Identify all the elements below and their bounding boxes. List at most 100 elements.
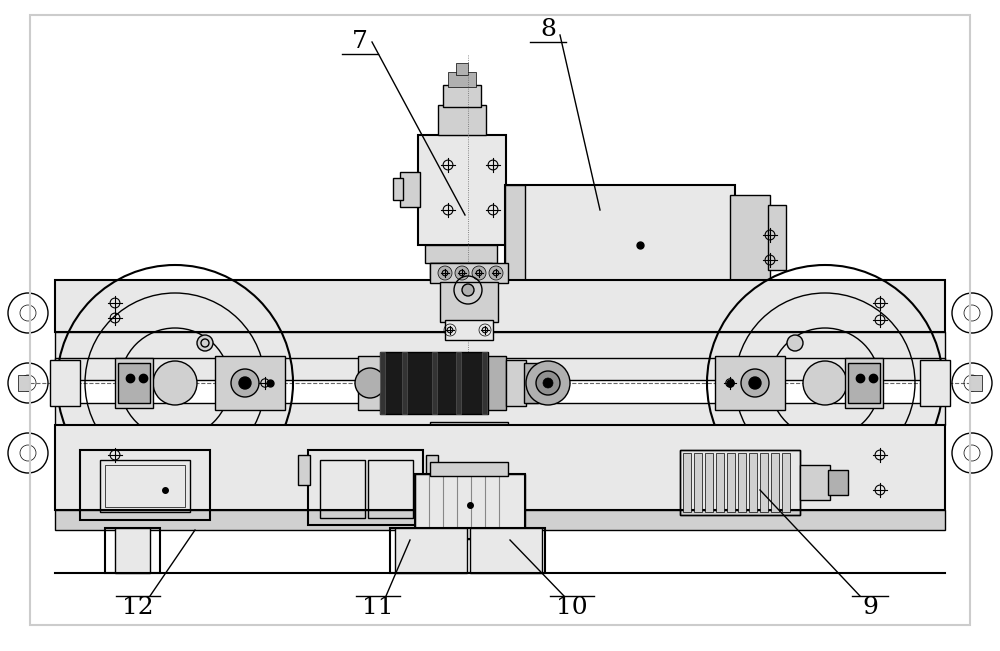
Bar: [115, 358, 153, 408]
Bar: [368, 460, 413, 518]
Bar: [418, 135, 506, 245]
Bar: [440, 282, 498, 322]
Bar: [105, 465, 185, 507]
Bar: [438, 105, 486, 135]
Bar: [55, 403, 945, 425]
Bar: [482, 352, 487, 414]
Bar: [730, 195, 770, 280]
Circle shape: [231, 369, 259, 397]
Bar: [358, 356, 382, 410]
Circle shape: [462, 284, 474, 296]
Bar: [683, 453, 691, 512]
Circle shape: [461, 451, 475, 465]
Bar: [395, 528, 467, 573]
Bar: [426, 455, 438, 485]
Circle shape: [803, 361, 847, 405]
Bar: [749, 453, 757, 512]
Bar: [425, 245, 497, 263]
Bar: [380, 352, 385, 414]
Bar: [440, 444, 498, 474]
Bar: [55, 510, 945, 530]
Bar: [430, 422, 508, 444]
Circle shape: [197, 335, 213, 351]
Bar: [768, 205, 786, 270]
Bar: [430, 263, 508, 283]
Bar: [705, 453, 713, 512]
Bar: [848, 363, 880, 403]
Bar: [456, 352, 461, 414]
Bar: [680, 450, 800, 515]
Bar: [524, 363, 538, 403]
Bar: [782, 453, 790, 512]
Bar: [308, 450, 423, 525]
Circle shape: [536, 371, 560, 395]
Bar: [215, 356, 285, 410]
Circle shape: [455, 266, 469, 280]
Bar: [55, 280, 945, 332]
Bar: [402, 352, 407, 414]
Bar: [118, 363, 150, 403]
Text: 8: 8: [540, 18, 556, 42]
Bar: [845, 358, 883, 408]
Bar: [715, 356, 785, 410]
Bar: [443, 85, 481, 107]
Bar: [445, 320, 493, 340]
Bar: [100, 460, 190, 512]
Bar: [716, 453, 724, 512]
Bar: [432, 352, 437, 414]
Bar: [505, 185, 525, 290]
Bar: [50, 360, 80, 406]
Bar: [415, 474, 525, 539]
Bar: [80, 450, 210, 520]
Bar: [448, 72, 476, 87]
Bar: [430, 462, 508, 476]
Bar: [298, 455, 310, 485]
Bar: [105, 528, 160, 573]
Bar: [505, 185, 735, 290]
Bar: [55, 358, 945, 380]
Circle shape: [749, 377, 761, 389]
Text: 11: 11: [362, 596, 394, 620]
Circle shape: [472, 266, 486, 280]
Bar: [828, 470, 848, 495]
Bar: [470, 528, 542, 573]
Bar: [694, 453, 702, 512]
Bar: [415, 474, 525, 539]
Text: 10: 10: [556, 596, 588, 620]
Circle shape: [543, 378, 553, 388]
Bar: [55, 332, 945, 360]
Bar: [393, 178, 403, 200]
Bar: [506, 360, 526, 406]
Bar: [738, 453, 746, 512]
Bar: [771, 453, 779, 512]
Text: 9: 9: [862, 596, 878, 620]
Circle shape: [489, 266, 503, 280]
Bar: [920, 360, 950, 406]
Bar: [55, 425, 945, 510]
Text: 7: 7: [352, 31, 368, 53]
Circle shape: [239, 377, 251, 389]
Text: 12: 12: [122, 596, 154, 620]
Bar: [400, 172, 420, 207]
Circle shape: [438, 266, 452, 280]
Circle shape: [526, 361, 570, 405]
Bar: [680, 450, 800, 515]
Circle shape: [464, 465, 472, 473]
Circle shape: [741, 369, 769, 397]
Bar: [727, 453, 735, 512]
Circle shape: [153, 361, 197, 405]
Bar: [970, 375, 982, 391]
Circle shape: [464, 443, 472, 451]
Circle shape: [355, 368, 385, 398]
Bar: [390, 528, 545, 573]
Bar: [456, 63, 468, 75]
Bar: [488, 356, 506, 410]
Circle shape: [475, 454, 483, 462]
Bar: [800, 465, 830, 500]
Bar: [18, 375, 30, 391]
Bar: [430, 263, 492, 278]
Circle shape: [787, 335, 803, 351]
Bar: [320, 460, 365, 518]
Bar: [115, 528, 150, 573]
Bar: [760, 453, 768, 512]
